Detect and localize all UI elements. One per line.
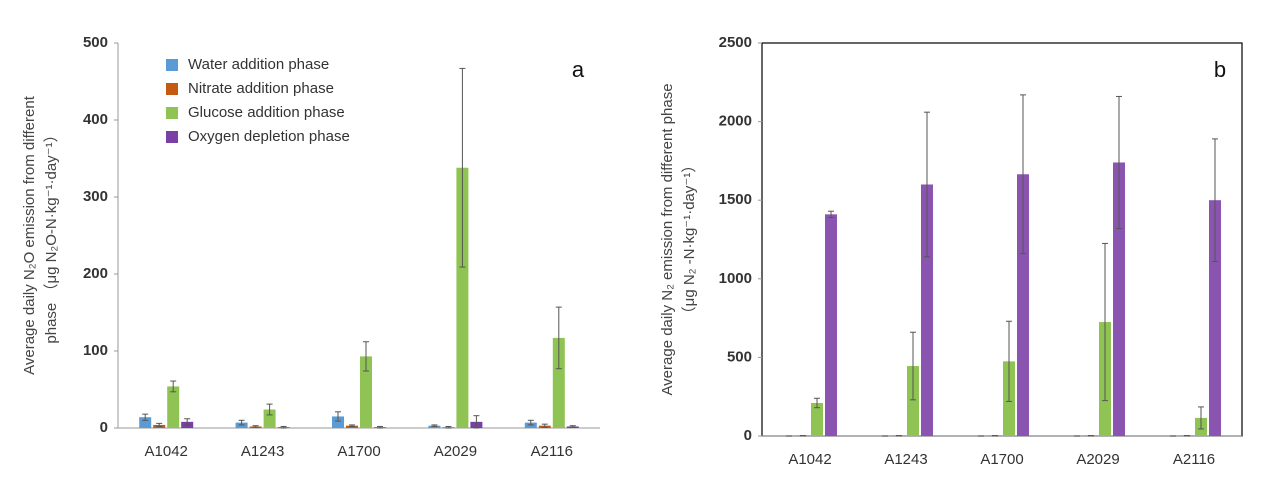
error-bar (1020, 94, 1026, 255)
legend-label: Glucose addition phase (188, 104, 345, 121)
legend-label: Nitrate addition phase (188, 80, 334, 97)
bar (825, 214, 837, 436)
error-bar (527, 419, 534, 426)
y-tick-label: 1500 (719, 191, 752, 208)
y-tick-label: 1000 (719, 270, 752, 287)
bar (811, 402, 823, 436)
x-tick-label: A1042 (145, 443, 188, 460)
error-bar (910, 331, 916, 401)
y-tick-label: 0 (100, 419, 108, 436)
error-bar (377, 425, 383, 429)
error-bar (156, 422, 163, 427)
error-bar (238, 419, 245, 426)
y-axis-title: phase （μg N₂O-N·kg⁻¹·day⁻¹） (43, 127, 60, 343)
bar (552, 337, 565, 428)
error-bar (828, 210, 834, 218)
y-axis-title: Average daily N₂O emission from differen… (21, 95, 38, 375)
bar (1209, 200, 1221, 436)
x-tick-label: A1700 (337, 443, 380, 460)
y-tick-label: 2000 (719, 113, 752, 130)
x-tick-label: A2029 (1076, 451, 1119, 468)
error-bar (459, 67, 466, 268)
error-bar (349, 424, 355, 427)
error-bar (266, 403, 273, 416)
x-tick-label: A1700 (980, 451, 1023, 468)
error-bar (280, 425, 287, 429)
bar (360, 356, 372, 428)
bar (332, 416, 344, 428)
y-tick-label: 2500 (719, 34, 752, 51)
error-bar (1212, 138, 1218, 263)
error-bar (541, 423, 548, 428)
x-tick-label: A2116 (1173, 451, 1215, 468)
y-tick-label: 500 (83, 34, 108, 51)
error-bar (814, 397, 820, 409)
bar (1017, 174, 1029, 436)
error-bar (555, 306, 562, 370)
panel-label: a (572, 57, 585, 82)
legend-label: Oxygen depletion phase (188, 128, 350, 145)
legend-swatch (166, 131, 178, 143)
panel-label: b (1214, 57, 1226, 82)
x-tick-label: A2116 (531, 443, 573, 460)
error-bar (363, 341, 369, 372)
error-bar (473, 415, 480, 429)
legend-swatch (166, 83, 178, 95)
y-axis-title: （μg N₂ -N·kg⁻¹·day⁻¹） (681, 158, 698, 322)
x-tick-label: A1243 (884, 451, 927, 468)
legend-swatch (166, 107, 178, 119)
y-axis-title: Average daily N₂ emission from different… (659, 83, 676, 395)
x-tick-label: A1042 (788, 451, 831, 468)
error-bar (1116, 95, 1122, 229)
bar (167, 386, 180, 428)
error-bar (1198, 406, 1204, 430)
y-tick-label: 400 (83, 111, 108, 128)
error-bar (431, 424, 438, 427)
error-bar (445, 425, 452, 429)
error-bar (335, 411, 341, 422)
error-bar (170, 380, 177, 393)
error-bar (142, 413, 149, 421)
y-tick-label: 0 (744, 427, 752, 444)
error-bar (252, 425, 259, 428)
y-tick-label: 100 (83, 342, 108, 359)
y-tick-label: 200 (83, 265, 108, 282)
legend-swatch (166, 59, 178, 71)
error-bar (924, 111, 930, 258)
x-tick-label: A2029 (434, 443, 477, 460)
bar (263, 409, 276, 428)
error-bar (1102, 242, 1108, 402)
bar (907, 366, 919, 436)
y-tick-label: 500 (727, 348, 752, 365)
error-bar (1006, 320, 1012, 402)
error-bar (184, 418, 191, 426)
bar (1113, 162, 1125, 437)
bar (456, 167, 469, 429)
legend-label: Water addition phase (188, 56, 329, 73)
y-tick-label: 300 (83, 188, 108, 205)
bar (921, 184, 933, 436)
bar (139, 417, 152, 428)
error-bar (569, 425, 576, 428)
x-tick-label: A1243 (241, 443, 284, 460)
